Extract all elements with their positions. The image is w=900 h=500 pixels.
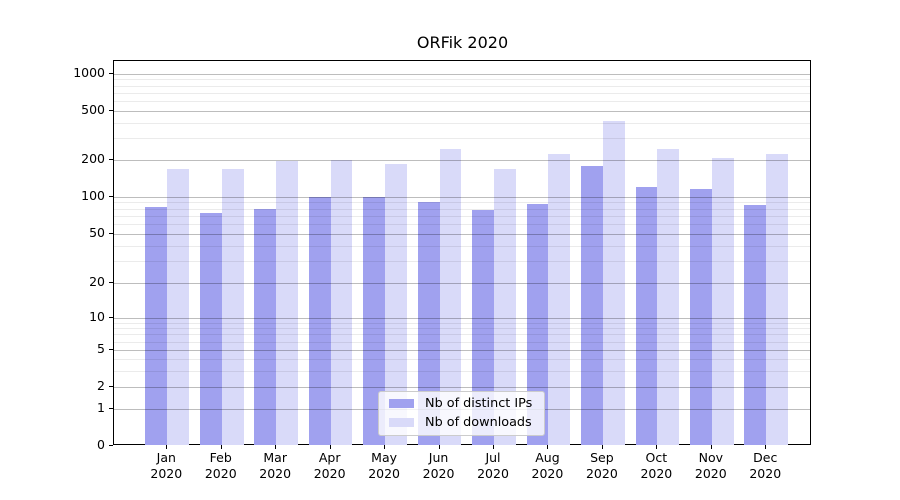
x-tick-mark	[493, 444, 494, 449]
x-tick-mark	[710, 444, 712, 449]
bar-downloads	[657, 148, 680, 446]
y-axis-tick-label: 20	[89, 273, 105, 289]
bar-distinct-ips	[744, 204, 767, 446]
bar-distinct-ips	[254, 209, 277, 446]
x-axis-tick-label: Apr 2020	[313, 450, 346, 481]
x-axis-tick-label: May 2020	[368, 450, 400, 481]
x-tick-mark	[329, 444, 331, 449]
y-axis-tick-label: 5	[97, 341, 105, 357]
x-axis-tick-label: Dec 2020	[749, 450, 782, 481]
bar-downloads	[493, 169, 516, 446]
chart-title: ORFik 2020	[416, 33, 509, 52]
x-tick-mark	[656, 444, 658, 449]
plot-area	[112, 59, 812, 446]
y-tick-mark	[108, 232, 113, 234]
y-tick-mark	[108, 444, 113, 446]
y-tick-mark	[108, 316, 113, 318]
legend-label: Nb of downloads	[425, 414, 532, 430]
bar-downloads	[602, 120, 625, 446]
legend-swatch-distinct-ips	[389, 399, 414, 408]
y-tick-mark	[108, 349, 113, 351]
x-tick-mark	[275, 444, 277, 449]
y-tick-mark	[108, 109, 113, 111]
bar-distinct-ips	[472, 209, 494, 446]
bar-downloads	[385, 163, 407, 446]
x-tick-mark	[765, 444, 767, 449]
bar-distinct-ips	[526, 203, 549, 446]
x-axis-tick-label: Jul 2020	[477, 450, 509, 481]
x-tick-mark	[384, 444, 386, 449]
y-axis-tick-label: 10	[89, 308, 105, 324]
bar-distinct-ips	[635, 186, 658, 446]
x-tick-mark	[601, 444, 603, 449]
legend-item: Nb of distinct IPs	[387, 396, 536, 412]
bar-distinct-ips	[689, 189, 712, 446]
bar-downloads	[548, 153, 571, 446]
legend: Nb of distinct IPs Nb of downloads	[378, 390, 545, 436]
bar-downloads	[766, 153, 789, 446]
bar-downloads	[711, 158, 734, 446]
bar-distinct-ips	[308, 196, 331, 446]
y-tick-mark	[108, 281, 113, 283]
y-axis-tick-label: 1000	[73, 64, 105, 80]
bar-distinct-ips	[581, 166, 603, 446]
y-tick-mark	[108, 407, 113, 409]
x-tick-mark	[166, 444, 168, 449]
y-axis-tick-label: 2	[97, 377, 105, 393]
bar-downloads	[439, 149, 462, 446]
bars-layer	[114, 61, 811, 446]
bar-distinct-ips	[145, 207, 168, 446]
y-tick-mark	[108, 158, 113, 160]
x-axis-tick-label: Mar 2020	[259, 450, 292, 481]
x-axis-tick-label: Jun 2020	[422, 450, 455, 481]
legend-label: Nb of distinct IPs	[425, 395, 533, 411]
x-axis-tick-label: Nov 2020	[694, 450, 727, 481]
y-tick-mark	[108, 72, 113, 74]
x-tick-mark	[438, 444, 440, 449]
bar-downloads	[167, 169, 190, 446]
y-tick-mark	[108, 385, 113, 387]
bar-downloads	[276, 161, 298, 446]
x-axis-tick-label: Aug 2020	[531, 450, 564, 481]
y-axis-tick-label: 100	[81, 187, 105, 203]
y-axis-tick-label: 1	[97, 399, 105, 415]
y-tick-mark	[108, 195, 113, 197]
bar-distinct-ips	[417, 201, 440, 446]
bar-downloads	[221, 169, 244, 446]
bar-distinct-ips	[363, 196, 386, 446]
y-axis-tick-label: 50	[89, 224, 105, 240]
legend-swatch-downloads	[389, 418, 414, 427]
x-axis-tick-label: Jan 2020	[150, 450, 183, 481]
x-axis-tick-label: Feb 2020	[204, 450, 237, 481]
legend-item: Nb of downloads	[387, 415, 536, 431]
x-tick-mark	[220, 444, 222, 449]
x-tick-mark	[547, 444, 549, 449]
y-axis-tick-label: 200	[81, 150, 105, 166]
y-axis-tick-label: 500	[81, 101, 105, 117]
bar-distinct-ips	[199, 213, 222, 446]
x-axis-tick-label: Oct 2020	[640, 450, 673, 481]
x-axis-tick-label: Sep 2020	[585, 450, 618, 481]
bar-downloads	[330, 159, 353, 446]
y-axis-tick-label: 0	[97, 436, 105, 452]
